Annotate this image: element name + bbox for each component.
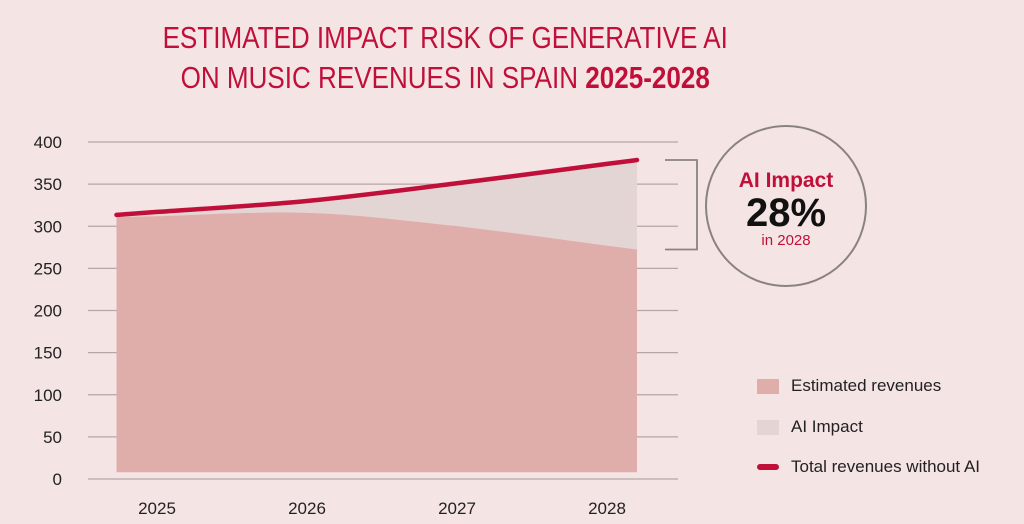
callout-sub: in 2028 [761, 232, 811, 249]
y-tick-label: 200 [34, 302, 62, 321]
estimated-revenues-area [116, 212, 637, 473]
legend-swatch [757, 419, 779, 435]
x-tick-label: 2026 [288, 499, 326, 518]
ai-impact-area [116, 160, 637, 250]
chart-title-line1: ESTIMATED IMPACT RISK OF GENERATIVE AI [0, 18, 890, 58]
y-tick-label: 100 [34, 386, 62, 405]
y-tick-label: 0 [53, 470, 62, 489]
x-tick-label: 2025 [138, 499, 176, 518]
y-tick-label: 350 [34, 175, 62, 194]
y-tick-label: 150 [34, 344, 62, 363]
legend-swatch [757, 378, 779, 394]
impact-bracket [665, 159, 698, 251]
y-tick-label: 50 [43, 428, 62, 447]
ai-impact-callout: AI Impact 28% in 2028 [705, 125, 867, 287]
x-tick-label: 2027 [438, 499, 476, 518]
callout-label: AI Impact [738, 169, 834, 192]
x-tick-label: 2028 [588, 499, 626, 518]
title-text: ESTIMATED IMPACT RISK OF GENERATIVE AI [162, 20, 728, 55]
title-years: 2025-2028 [585, 60, 710, 95]
legend-label: Estimated revenues [791, 376, 942, 395]
y-tick-label: 250 [34, 259, 62, 278]
title-text: ON MUSIC REVENUES IN SPAIN [180, 60, 579, 95]
legend-item-total-revenues: Total revenues without AI [757, 457, 980, 477]
legend-item-ai-impact: AI Impact [757, 417, 863, 437]
legend-line [757, 464, 779, 470]
callout-value: 28% [745, 191, 827, 235]
legend-label: Total revenues without AI [791, 457, 981, 476]
chart-title-line2: ON MUSIC REVENUES IN SPAIN 2025-2028 [0, 58, 890, 98]
y-tick-label: 400 [34, 133, 62, 152]
legend-label: AI Impact [791, 417, 863, 436]
y-tick-label: 300 [34, 217, 62, 236]
legend-item-estimated-revenues: Estimated revenues [757, 376, 941, 396]
total-revenues-line [114, 157, 640, 218]
